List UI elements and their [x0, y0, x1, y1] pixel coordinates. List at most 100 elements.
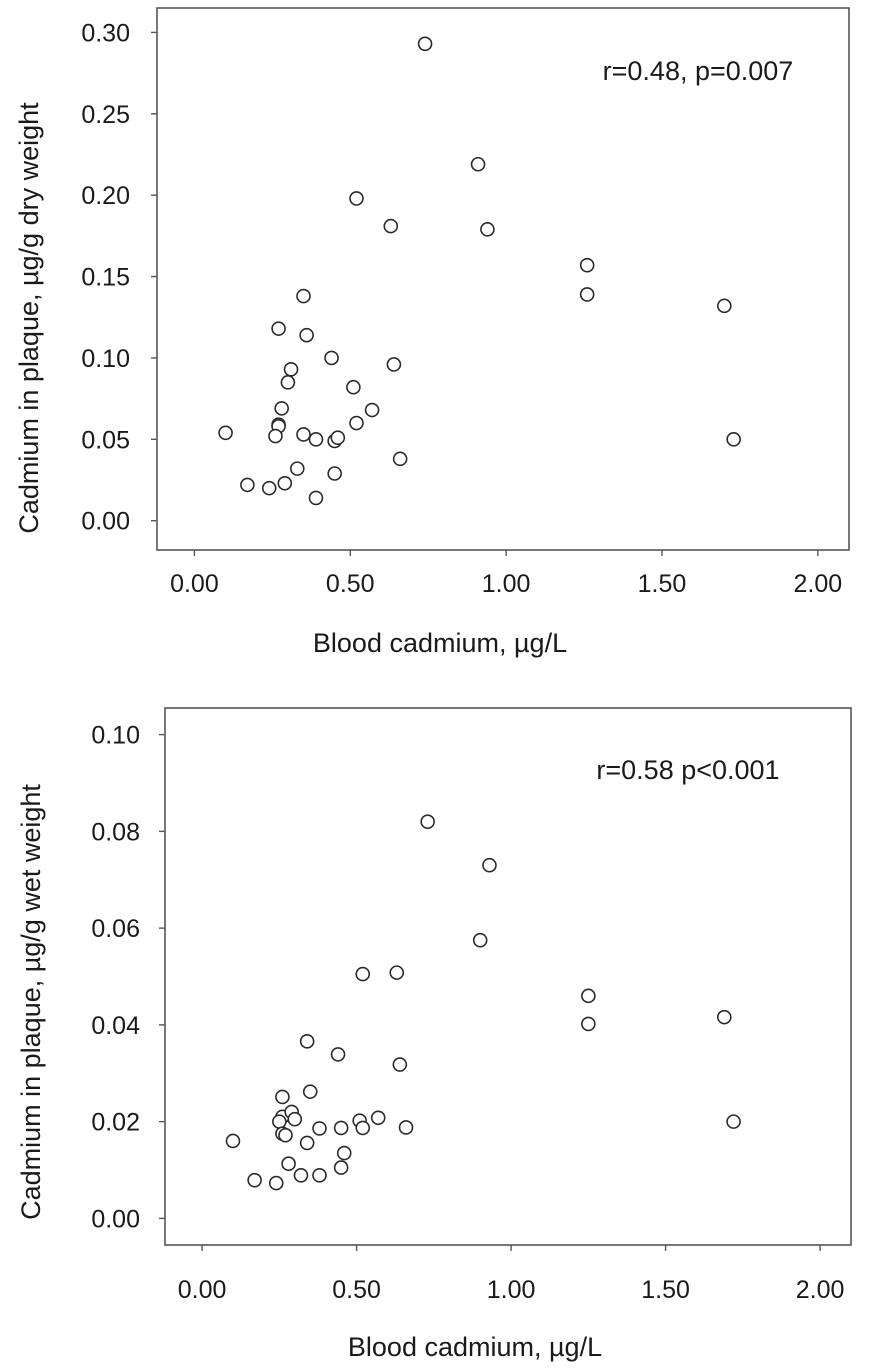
data-point — [313, 1169, 326, 1182]
data-point — [281, 376, 294, 389]
data-point — [275, 402, 288, 415]
y-axis-label: Cadmium in plaque, µg/g wet weight — [16, 784, 46, 1220]
data-point — [279, 1129, 292, 1142]
data-point — [356, 1121, 369, 1134]
y-tick-label: 0.02 — [91, 1109, 140, 1137]
x-axis-ticks: 0.00 0.50 1.00 1.50 2.00 — [170, 550, 842, 598]
data-point — [332, 1048, 345, 1061]
data-point — [294, 1169, 307, 1182]
data-point — [581, 288, 594, 301]
data-point — [481, 223, 494, 236]
data-point — [325, 351, 338, 364]
data-point — [474, 934, 487, 947]
correlation-annotation: r=0.48, p=0.007 — [603, 56, 794, 86]
data-point — [387, 358, 400, 371]
data-point — [727, 433, 740, 446]
data-point — [483, 859, 496, 872]
y-tick-label: 0.20 — [81, 182, 130, 210]
x-tick-label: 0.00 — [178, 1276, 227, 1304]
y-tick-label: 0.00 — [91, 1205, 140, 1233]
x-tick-label: 1.50 — [638, 570, 687, 598]
y-tick-label: 0.30 — [81, 19, 130, 47]
data-point — [304, 1085, 317, 1098]
data-points — [226, 815, 740, 1189]
data-point — [219, 426, 232, 439]
y-tick-label: 0.25 — [81, 101, 130, 129]
data-point — [582, 989, 595, 1002]
data-point — [582, 1017, 595, 1030]
data-point — [394, 452, 407, 465]
y-tick-label: 0.04 — [91, 1012, 140, 1040]
x-tick-label: 0.00 — [170, 570, 219, 598]
data-point — [282, 1157, 295, 1170]
scatter-chart-dry-weight: 0.00 0.05 0.10 0.15 0.20 0.25 0.30 0.00 0.50 1.0… — [0, 0, 887, 685]
data-point — [270, 1177, 283, 1190]
plot-frame — [157, 8, 849, 550]
data-point — [718, 1011, 731, 1024]
x-axis-ticks: 0.00 0.50 1.00 1.50 2.00 — [178, 1245, 845, 1304]
x-tick-label: 0.50 — [332, 1276, 381, 1304]
x-tick-label: 1.00 — [487, 1276, 536, 1304]
scatter-chart-wet-weight: 0.00 0.02 0.04 0.06 0.08 0.10 0.00 0.50 1.00 1.5… — [0, 685, 887, 1371]
data-point — [241, 478, 254, 491]
data-point — [350, 192, 363, 205]
x-tick-label: 1.50 — [641, 1276, 690, 1304]
data-point — [356, 968, 369, 981]
data-point — [421, 815, 434, 828]
data-point — [300, 329, 313, 342]
data-point — [390, 966, 403, 979]
data-point — [472, 158, 485, 171]
data-points — [219, 37, 740, 504]
data-point — [393, 1058, 406, 1071]
data-point — [335, 1161, 348, 1174]
x-tick-label: 2.00 — [796, 1276, 845, 1304]
data-point — [309, 491, 322, 504]
y-tick-label: 0.05 — [81, 426, 130, 454]
x-tick-label: 1.00 — [482, 570, 531, 598]
data-point — [285, 363, 298, 376]
data-point — [372, 1111, 385, 1124]
data-point — [297, 290, 310, 303]
data-point — [718, 299, 731, 312]
data-point — [288, 1113, 301, 1126]
data-point — [309, 433, 322, 446]
data-point — [226, 1134, 239, 1147]
plot-frame — [165, 708, 851, 1245]
data-point — [301, 1035, 314, 1048]
x-tick-label: 2.00 — [793, 570, 842, 598]
data-point — [313, 1122, 326, 1135]
data-point — [331, 431, 344, 444]
y-axis-ticks: 0.00 0.02 0.04 0.06 0.08 0.10 — [91, 722, 165, 1234]
data-point — [384, 220, 397, 233]
y-tick-label: 0.00 — [81, 508, 130, 536]
data-point — [347, 381, 360, 394]
y-tick-label: 0.06 — [91, 915, 140, 943]
y-tick-label: 0.08 — [91, 818, 140, 846]
data-point — [263, 482, 276, 495]
data-point — [273, 1115, 286, 1128]
y-axis-label: Cadmium in plaque, µg/g dry weight — [14, 102, 44, 534]
x-axis-label: Blood cadmium, µg/L — [313, 628, 567, 658]
data-point — [272, 322, 285, 335]
data-point — [419, 37, 432, 50]
data-point — [400, 1121, 413, 1134]
data-point — [581, 259, 594, 272]
correlation-annotation: r=0.58 p<0.001 — [596, 755, 779, 785]
y-tick-label: 0.10 — [81, 345, 130, 373]
data-point — [276, 1090, 289, 1103]
data-point — [328, 467, 341, 480]
x-axis-label: Blood cadmium, µg/L — [348, 1332, 602, 1362]
data-point — [366, 404, 379, 417]
data-point — [248, 1174, 261, 1187]
data-point — [338, 1147, 351, 1160]
y-axis-ticks: 0.00 0.05 0.10 0.15 0.20 0.25 0.30 — [81, 19, 157, 535]
y-tick-label: 0.15 — [81, 264, 130, 292]
data-point — [350, 417, 363, 430]
data-point — [727, 1115, 740, 1128]
data-point — [335, 1121, 348, 1134]
data-point — [278, 477, 291, 490]
data-point — [301, 1136, 314, 1149]
data-point — [291, 462, 304, 475]
y-tick-label: 0.10 — [91, 722, 140, 750]
data-point — [297, 428, 310, 441]
